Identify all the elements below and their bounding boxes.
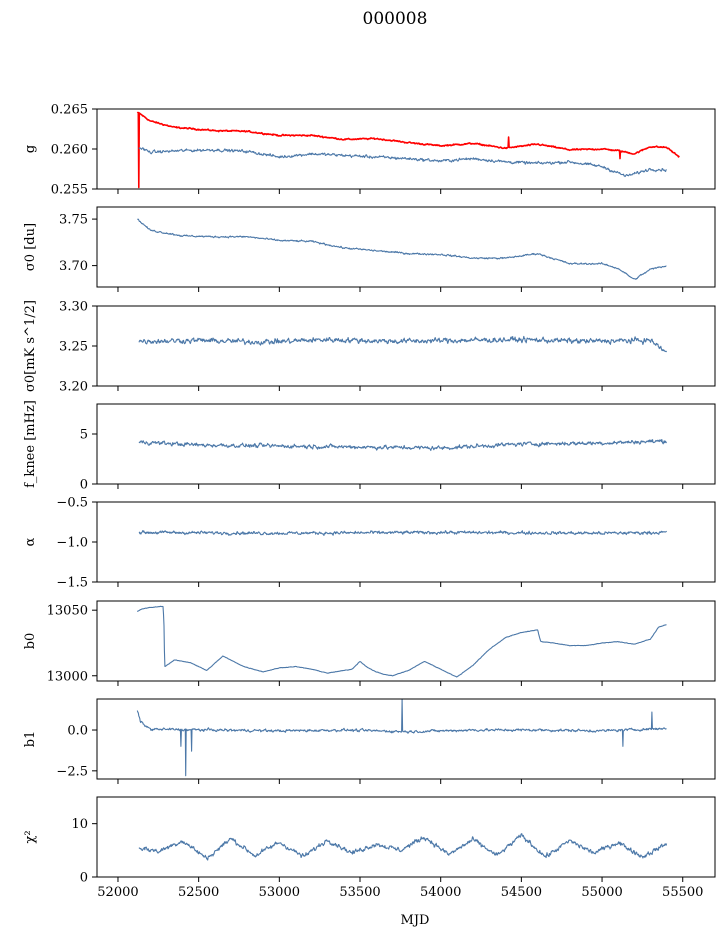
series-line-1 bbox=[138, 335, 668, 353]
axes-frame bbox=[96, 698, 716, 780]
x-tick-label: 53500 bbox=[339, 885, 380, 900]
panel-7: 0.0 −2.5 b1 bbox=[23, 698, 716, 784]
panel-8: 10 0 52000 52500 53000 53500 54000 54500 55000 55… bbox=[23, 796, 716, 900]
axes-frame bbox=[96, 206, 716, 288]
y-tick-label: −0.5 bbox=[56, 496, 88, 511]
y-tick-label: −1.0 bbox=[56, 536, 88, 551]
axes-frame bbox=[96, 796, 716, 878]
panel-2: 3.75 3.70 σ0 [du] bbox=[23, 206, 716, 292]
series-line-1 bbox=[138, 530, 668, 536]
panel-1: 0.265 0.260 0.255 g bbox=[23, 103, 716, 198]
y-axis-label: σ0[mK s^1/2] bbox=[23, 300, 38, 392]
x-tick-label: 54500 bbox=[501, 885, 542, 900]
y-tick-label: −2.5 bbox=[56, 764, 88, 779]
figure-title: 000008 bbox=[363, 9, 428, 29]
y-axis-label: b1 bbox=[23, 731, 38, 748]
y-tick-label: 13050 bbox=[47, 604, 88, 619]
x-tick-label: 55500 bbox=[662, 885, 703, 900]
y-tick-label: 5 bbox=[80, 428, 88, 443]
x-axis-label: MJD bbox=[401, 913, 430, 928]
x-axis: MJD bbox=[401, 913, 430, 928]
x-tick-label: 53000 bbox=[259, 885, 300, 900]
y-tick-label: 10 bbox=[71, 817, 88, 832]
y-axis-label: σ0 [du] bbox=[23, 223, 38, 271]
panel-3: 3.30 3.25 3.20 σ0[mK s^1/2] bbox=[23, 300, 716, 395]
y-tick-label: 0.265 bbox=[51, 103, 88, 118]
y-tick-label: 13000 bbox=[47, 669, 88, 684]
y-tick-label: 0.0 bbox=[67, 724, 88, 739]
axes-frame bbox=[96, 600, 716, 682]
series-line-1 bbox=[138, 833, 668, 861]
y-tick-label: 0 bbox=[80, 478, 88, 493]
series-line-1 bbox=[136, 111, 680, 189]
x-tick-label: 52000 bbox=[97, 885, 138, 900]
y-axis-label: α bbox=[23, 537, 38, 546]
axes-frame bbox=[96, 305, 716, 387]
panel-5: −0.5 −1.0 −1.5 α bbox=[23, 496, 716, 591]
x-tick-label: 55000 bbox=[581, 885, 622, 900]
y-axis-label: f_knee [mHz] bbox=[23, 400, 38, 488]
y-tick-label: −1.5 bbox=[56, 576, 88, 591]
y-tick-label: 0 bbox=[80, 871, 88, 886]
axes-frame bbox=[96, 403, 716, 485]
y-tick-label: 3.75 bbox=[59, 213, 88, 228]
axes-frame bbox=[96, 501, 716, 583]
x-tick-label: 54000 bbox=[420, 885, 461, 900]
panel-6: 13050 13000 b0 bbox=[23, 600, 716, 686]
series-line-1 bbox=[138, 438, 668, 452]
series-line-1 bbox=[137, 218, 667, 280]
y-axis-label: g bbox=[23, 145, 38, 153]
series-line-1 bbox=[136, 699, 667, 777]
y-tick-label: 0.260 bbox=[51, 143, 88, 158]
y-tick-label: 0.255 bbox=[51, 183, 88, 198]
y-axis-label: χ² bbox=[23, 830, 38, 843]
x-tick-label: 52500 bbox=[178, 885, 219, 900]
y-axis-label: b0 bbox=[23, 633, 38, 650]
y-tick-label: 3.70 bbox=[59, 259, 88, 274]
y-tick-label: 3.30 bbox=[59, 300, 88, 315]
panel-4: 5 0 f_knee [mHz] bbox=[23, 400, 716, 493]
series-line-1 bbox=[136, 605, 667, 678]
axes-frame bbox=[96, 108, 716, 190]
y-tick-label: 3.20 bbox=[59, 380, 88, 395]
series-line-2 bbox=[138, 147, 667, 178]
y-tick-label: 3.25 bbox=[59, 340, 88, 355]
